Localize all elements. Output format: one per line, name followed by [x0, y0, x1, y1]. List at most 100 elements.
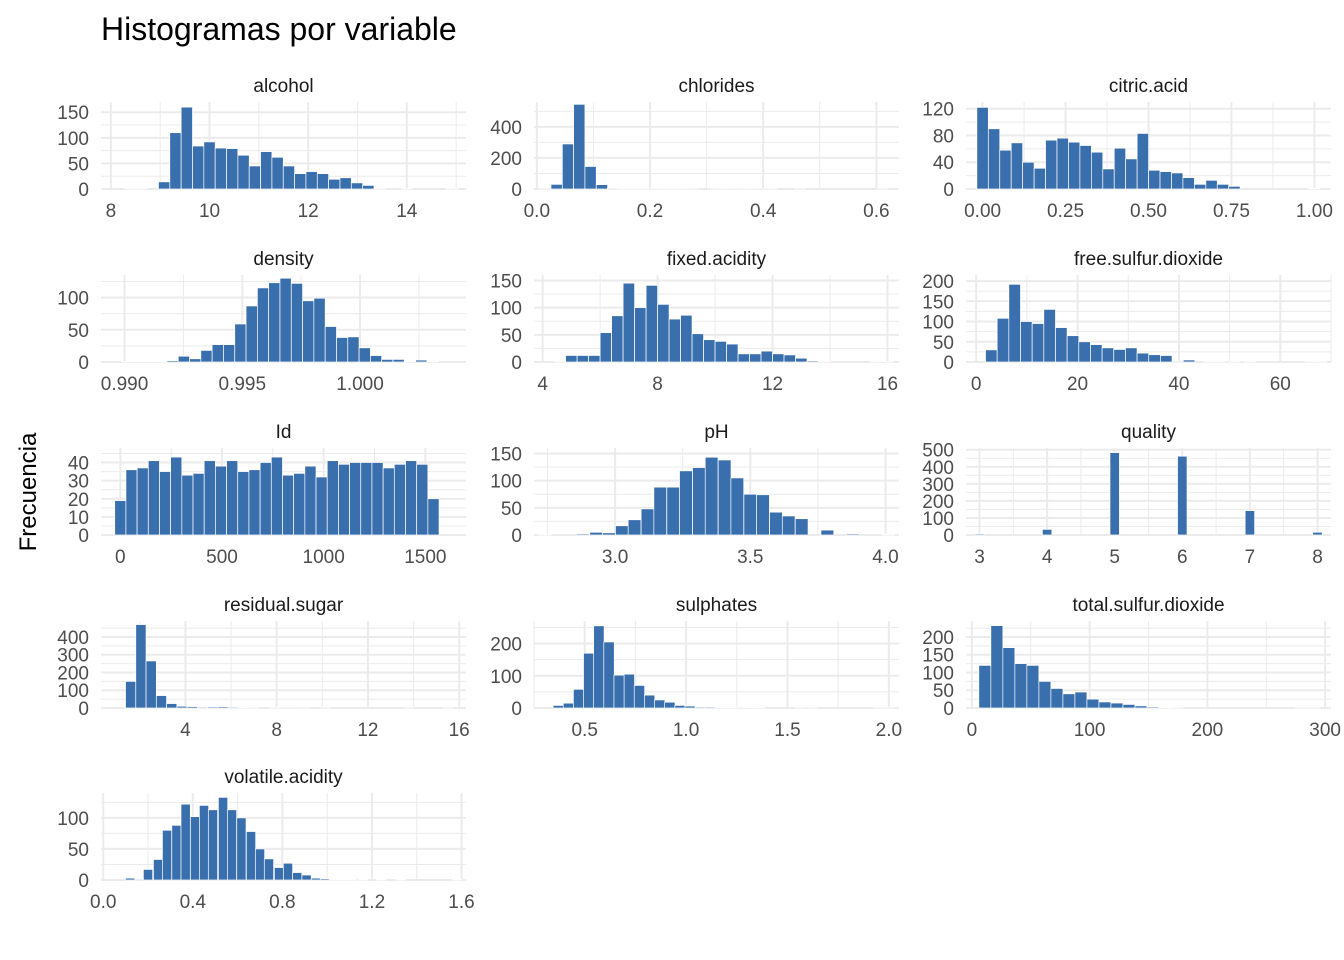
x-tick-label-chlorides: 0.0: [524, 201, 550, 222]
bar-fixed-acidity: [881, 361, 894, 363]
bar-id: [237, 471, 250, 536]
bar-volatile-acidity: [310, 877, 321, 881]
y-tick-label-free-sulfur-dioxide: 200: [922, 272, 954, 293]
bar-fixed-acidity: [622, 282, 635, 363]
bar-fixed-acidity: [749, 353, 762, 363]
x-tick-label-alcohol: 10: [199, 201, 220, 222]
y-tick-label-residual-sugar: 400: [57, 628, 89, 649]
bar-sulphates: [704, 706, 716, 709]
x-tick-label-volatile-acidity: 0.8: [269, 892, 295, 913]
facet-title-density: density: [253, 249, 314, 270]
x-tick-label-total-sulfur-dioxide: 100: [1074, 720, 1106, 741]
bar-total-sulfur-dioxide: [990, 625, 1004, 709]
bar-free-sulfur-dioxide: [1031, 323, 1045, 363]
x-tick-label-volatile-acidity: 0.4: [180, 892, 207, 913]
bar-citric-acid: [1182, 177, 1195, 190]
x-tick-label-free-sulfur-dioxide: 60: [1270, 374, 1291, 395]
facet-title-sulphates: sulphates: [676, 595, 757, 616]
y-tick-label-total-sulfur-dioxide: 0: [943, 699, 954, 720]
bar-alcohol: [237, 154, 250, 190]
bar-volatile-acidity: [263, 858, 274, 881]
facet-fixed-acidity: fixed.acidity 0 50 100 150 4 8 12 16: [490, 249, 899, 395]
bar-free-sulfur-dioxide: [1182, 359, 1196, 363]
x-tick-label-density: 0.995: [219, 374, 267, 395]
y-tick-label-fixed-acidity: 100: [490, 299, 522, 320]
bar-fixed-acidity: [772, 353, 785, 363]
bar-ph: [538, 534, 552, 536]
x-tick-label-sulphates: 0.5: [571, 720, 597, 741]
bar-citric-acid: [1194, 183, 1207, 190]
bar-residual-sugar: [227, 706, 239, 709]
bar-fixed-acidity: [714, 340, 727, 363]
bar-sulphates: [633, 685, 646, 709]
bar-volatile-acidity: [171, 824, 182, 881]
bar-fixed-acidity: [634, 307, 647, 363]
bar-ph: [781, 515, 796, 536]
bar-residual-sugar: [176, 705, 188, 709]
y-tick-label-residual-sugar: 200: [57, 663, 89, 684]
bar-volatile-acidity: [337, 879, 348, 881]
bar-density: [166, 360, 179, 363]
x-tick-label-sulphates: 1.0: [673, 720, 699, 741]
x-tick-label-chlorides: 0.6: [863, 201, 889, 222]
bar-citric-acid: [1136, 133, 1149, 190]
bar-volatile-acidity: [357, 879, 368, 881]
bar-density: [120, 361, 133, 363]
x-tick-label-id: 1000: [303, 547, 345, 568]
x-tick-label-fixed-acidity: 16: [877, 374, 898, 395]
bar-total-sulfur-dioxide: [1146, 706, 1160, 709]
bar-total-sulfur-dioxide: [1026, 665, 1040, 709]
bar-id: [315, 476, 328, 536]
bar-total-sulfur-dioxide: [1002, 647, 1016, 709]
x-tick-label-citric-acid: 1.00: [1296, 201, 1333, 222]
chart-title: Histogramas por variable: [101, 11, 457, 47]
facet-density: density 0 50 100 0.990 0.995 1.000: [57, 249, 466, 395]
x-tick-label-sulphates: 1.5: [774, 720, 800, 741]
x-tick-label-quality: 5: [1109, 547, 1120, 568]
bar-free-sulfur-dioxide: [1066, 335, 1080, 363]
bar-volatile-acidity: [190, 816, 201, 881]
x-tick-label-free-sulfur-dioxide: 20: [1067, 374, 1088, 395]
bar-quality: [1177, 455, 1188, 536]
bar-volatile-acidity: [274, 867, 285, 881]
bar-sulphates: [603, 641, 615, 709]
y-tick-label-fixed-acidity: 150: [490, 271, 522, 292]
bar-residual-sugar: [238, 707, 250, 709]
bar-fixed-acidity: [869, 361, 883, 363]
bar-fixed-acidity: [680, 314, 693, 363]
y-tick-label-sulphates: 0: [511, 699, 522, 720]
bar-ph: [730, 477, 745, 536]
y-tick-label-total-sulfur-dioxide: 100: [922, 663, 954, 684]
bar-free-sulfur-dioxide: [996, 317, 1010, 363]
y-tick-label-id: 20: [68, 490, 89, 511]
bar-id: [270, 456, 283, 536]
bar-alcohol: [282, 165, 295, 190]
facet-title-chlorides: chlorides: [678, 76, 754, 97]
bar-ph: [769, 511, 783, 536]
bar-id: [338, 463, 350, 536]
x-tick-label-quality: 3: [974, 547, 985, 568]
bar-volatile-acidity: [282, 862, 293, 881]
bar-total-sulfur-dioxide: [1074, 691, 1088, 709]
bar-citric-acid: [1079, 145, 1092, 190]
facet-citric-acid: citric.acid 0 40 80 120 0.00 0.25 0.50 0.75 1.00: [922, 76, 1333, 222]
bar-free-sulfur-dioxide: [1148, 354, 1161, 363]
bar-ph: [692, 467, 706, 536]
bar-ph: [679, 470, 693, 536]
bar-ph: [704, 456, 719, 536]
x-tick-label-volatile-acidity: 0.0: [90, 892, 116, 913]
bar-free-sulfur-dioxide: [1043, 309, 1056, 363]
bar-fixed-acidity: [645, 284, 658, 363]
bar-residual-sugar: [135, 624, 147, 709]
bar-fixed-acidity: [783, 354, 796, 363]
y-tick-label-quality: 200: [922, 492, 954, 513]
bar-residual-sugar: [197, 706, 208, 709]
bar-alcohol: [446, 188, 459, 190]
bar-density: [234, 323, 247, 363]
bar-citric-acid: [1171, 172, 1184, 190]
x-tick-label-density: 0.990: [101, 374, 149, 395]
bar-ph: [717, 459, 732, 536]
bar-id: [159, 471, 171, 536]
